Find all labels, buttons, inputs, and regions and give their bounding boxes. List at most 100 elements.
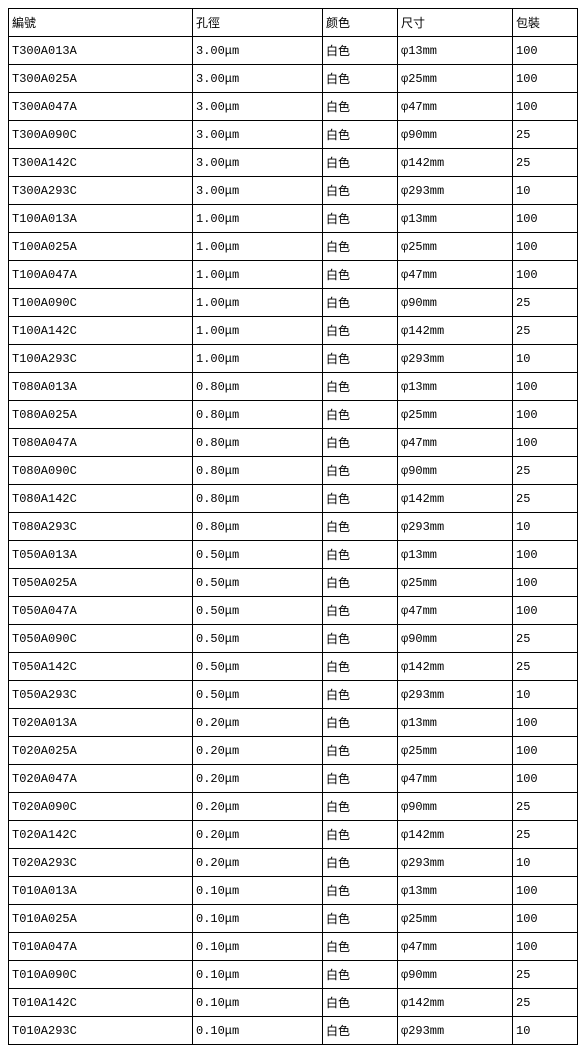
- cell-pore: 1.00μm: [193, 205, 323, 233]
- cell-size: φ142mm: [398, 317, 513, 345]
- table-row: T050A013A0.50μm白色φ13mm100: [9, 541, 578, 569]
- cell-color: 白色: [323, 569, 398, 597]
- cell-color: 白色: [323, 149, 398, 177]
- cell-color: 白色: [323, 513, 398, 541]
- cell-id: T300A090C: [9, 121, 193, 149]
- cell-color: 白色: [323, 373, 398, 401]
- cell-size: φ47mm: [398, 93, 513, 121]
- cell-id: T020A047A: [9, 765, 193, 793]
- cell-color: 白色: [323, 401, 398, 429]
- table-row: T300A090C3.00μm白色φ90mm25: [9, 121, 578, 149]
- cell-pore: 0.50μm: [193, 653, 323, 681]
- table-header: 編號 孔徑 颜色 尺寸 包裝: [9, 9, 578, 37]
- cell-color: 白色: [323, 933, 398, 961]
- cell-id: T300A025A: [9, 65, 193, 93]
- cell-color: 白色: [323, 289, 398, 317]
- col-header-id: 編號: [9, 9, 193, 37]
- table-row: T100A047A1.00μm白色φ47mm100: [9, 261, 578, 289]
- cell-pack: 100: [513, 905, 578, 933]
- cell-pack: 10: [513, 681, 578, 709]
- table-row: T020A142C0.20μm白色φ142mm25: [9, 821, 578, 849]
- col-header-size: 尺寸: [398, 9, 513, 37]
- cell-size: φ90mm: [398, 793, 513, 821]
- cell-pore: 0.50μm: [193, 541, 323, 569]
- col-header-pore: 孔徑: [193, 9, 323, 37]
- cell-size: φ90mm: [398, 961, 513, 989]
- cell-pore: 1.00μm: [193, 317, 323, 345]
- cell-pore: 0.20μm: [193, 849, 323, 877]
- cell-size: φ142mm: [398, 149, 513, 177]
- cell-pack: 25: [513, 457, 578, 485]
- cell-id: T100A047A: [9, 261, 193, 289]
- cell-id: T020A013A: [9, 709, 193, 737]
- cell-color: 白色: [323, 93, 398, 121]
- cell-pore: 3.00μm: [193, 121, 323, 149]
- table-row: T080A025A0.80μm白色φ25mm100: [9, 401, 578, 429]
- cell-pack: 100: [513, 373, 578, 401]
- cell-color: 白色: [323, 429, 398, 457]
- cell-pore: 1.00μm: [193, 345, 323, 373]
- cell-id: T010A047A: [9, 933, 193, 961]
- table-row: T020A293C0.20μm白色φ293mm10: [9, 849, 578, 877]
- cell-id: T100A013A: [9, 205, 193, 233]
- table-row: T010A047A0.10μm白色φ47mm100: [9, 933, 578, 961]
- table-row: T080A013A0.80μm白色φ13mm100: [9, 373, 578, 401]
- cell-pack: 25: [513, 121, 578, 149]
- cell-color: 白色: [323, 177, 398, 205]
- cell-pore: 0.20μm: [193, 793, 323, 821]
- cell-size: φ90mm: [398, 289, 513, 317]
- table-row: T100A293C1.00μm白色φ293mm10: [9, 345, 578, 373]
- product-spec-table: 編號 孔徑 颜色 尺寸 包裝 T300A013A3.00μm白色φ13mm100…: [8, 8, 578, 1045]
- table-row: T300A047A3.00μm白色φ47mm100: [9, 93, 578, 121]
- cell-size: φ293mm: [398, 849, 513, 877]
- cell-pack: 10: [513, 345, 578, 373]
- cell-pack: 10: [513, 849, 578, 877]
- cell-color: 白色: [323, 121, 398, 149]
- cell-id: T020A293C: [9, 849, 193, 877]
- cell-pore: 3.00μm: [193, 65, 323, 93]
- cell-pack: 100: [513, 877, 578, 905]
- cell-pack: 25: [513, 317, 578, 345]
- cell-size: φ142mm: [398, 485, 513, 513]
- cell-size: φ293mm: [398, 345, 513, 373]
- cell-id: T300A142C: [9, 149, 193, 177]
- cell-size: φ293mm: [398, 177, 513, 205]
- cell-pore: 0.10μm: [193, 877, 323, 905]
- cell-pack: 100: [513, 93, 578, 121]
- table-row: T020A090C0.20μm白色φ90mm25: [9, 793, 578, 821]
- cell-color: 白色: [323, 261, 398, 289]
- cell-id: T050A013A: [9, 541, 193, 569]
- cell-color: 白色: [323, 485, 398, 513]
- table-row: T080A090C0.80μm白色φ90mm25: [9, 457, 578, 485]
- cell-id: T010A013A: [9, 877, 193, 905]
- cell-color: 白色: [323, 905, 398, 933]
- cell-color: 白色: [323, 205, 398, 233]
- table-row: T300A025A3.00μm白色φ25mm100: [9, 65, 578, 93]
- table-row: T100A142C1.00μm白色φ142mm25: [9, 317, 578, 345]
- cell-size: φ47mm: [398, 597, 513, 625]
- cell-size: φ47mm: [398, 933, 513, 961]
- cell-pore: 0.50μm: [193, 569, 323, 597]
- table-row: T300A013A3.00μm白色φ13mm100: [9, 37, 578, 65]
- cell-size: φ25mm: [398, 233, 513, 261]
- cell-id: T100A293C: [9, 345, 193, 373]
- cell-size: φ47mm: [398, 261, 513, 289]
- cell-pore: 0.10μm: [193, 905, 323, 933]
- cell-pore: 3.00μm: [193, 177, 323, 205]
- cell-color: 白色: [323, 793, 398, 821]
- cell-pore: 0.20μm: [193, 765, 323, 793]
- cell-size: φ13mm: [398, 37, 513, 65]
- cell-id: T010A025A: [9, 905, 193, 933]
- table-row: T050A047A0.50μm白色φ47mm100: [9, 597, 578, 625]
- cell-pack: 25: [513, 625, 578, 653]
- table-row: T300A293C3.00μm白色φ293mm10: [9, 177, 578, 205]
- cell-color: 白色: [323, 233, 398, 261]
- cell-color: 白色: [323, 709, 398, 737]
- cell-pack: 100: [513, 597, 578, 625]
- cell-color: 白色: [323, 1017, 398, 1045]
- cell-pack: 10: [513, 177, 578, 205]
- col-header-color: 颜色: [323, 9, 398, 37]
- cell-pore: 0.20μm: [193, 737, 323, 765]
- cell-id: T100A142C: [9, 317, 193, 345]
- cell-color: 白色: [323, 849, 398, 877]
